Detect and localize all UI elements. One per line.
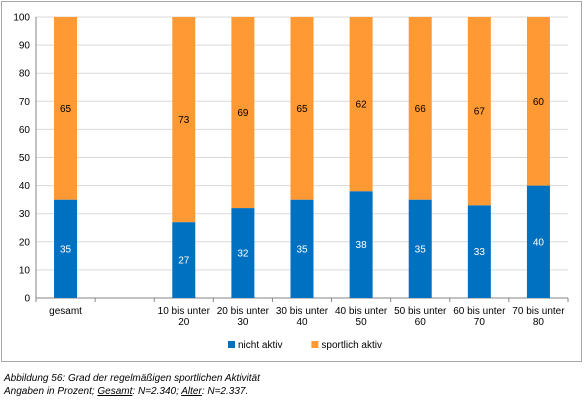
caption-gesamt-label: Gesamt — [97, 386, 133, 397]
data-label: 32 — [237, 249, 249, 260]
x-category-label: 70 — [474, 317, 486, 328]
x-category-label: 60 bis unter — [453, 306, 506, 317]
bar-segment-sportlich-aktiv — [526, 17, 550, 186]
x-category-label: 40 — [296, 317, 308, 328]
data-label: 73 — [178, 115, 190, 126]
data-label: 65 — [60, 104, 72, 115]
data-label: 66 — [415, 104, 427, 115]
x-category-label: 20 — [178, 317, 190, 328]
x-category-label: 60 — [415, 317, 427, 328]
x-category-label: 50 — [356, 317, 368, 328]
y-tick-label: 20 — [19, 237, 31, 248]
x-category-label: 30 — [237, 317, 249, 328]
bar-segment-nicht-aktiv — [467, 205, 491, 298]
bar-segment-nicht-aktiv — [231, 208, 255, 298]
y-tick-label: 10 — [19, 265, 31, 276]
bar-segment-nicht-aktiv — [54, 199, 78, 298]
x-category-label: 20 bis unter — [217, 306, 270, 317]
bar-segment-sportlich-aktiv — [467, 17, 491, 206]
x-category-label: 30 bis unter — [276, 306, 329, 317]
x-category-label: 80 — [533, 317, 545, 328]
data-label: 69 — [237, 108, 249, 119]
bar-segment-sportlich-aktiv — [231, 17, 255, 209]
stacked-bar-chart: 0 10 20 30 40 50 60 70 80 90 100 35 65 27 73 32 69 35 65 38… — [13, 13, 569, 351]
data-label: 35 — [60, 244, 72, 255]
bar-segment-nicht-aktiv — [526, 185, 550, 298]
y-tick-label: 30 — [19, 209, 31, 220]
legend-swatch-nicht-aktiv — [228, 341, 235, 348]
bar-segment-sportlich-aktiv — [54, 17, 78, 200]
legend-label: sportlich aktiv — [321, 340, 382, 351]
data-label: 60 — [533, 97, 545, 108]
bar-segment-nicht-aktiv — [290, 199, 314, 298]
y-tick-label: 0 — [24, 294, 30, 305]
figure-caption-details: Angaben in Prozent; Gesamt: N=2.340; Alt… — [4, 386, 248, 397]
x-category-label: 70 bis unter — [512, 306, 565, 317]
caption-gesamt-value: : N=2.340; — [132, 386, 182, 397]
figure-caption: Abbildung 56: Grad der regelmäßigen spor… — [4, 373, 260, 384]
bar-segment-nicht-aktiv — [349, 191, 373, 298]
data-label: 62 — [356, 100, 368, 111]
y-tick-label: 60 — [19, 125, 31, 136]
bar-segment-sportlich-aktiv — [349, 17, 373, 192]
data-label: 65 — [296, 104, 308, 115]
y-tick-label: 100 — [13, 13, 30, 24]
data-label: 33 — [474, 247, 486, 258]
data-label: 38 — [356, 240, 368, 251]
legend-label: nicht aktiv — [238, 340, 282, 351]
data-label: 35 — [296, 244, 308, 255]
bar-segment-nicht-aktiv — [172, 222, 196, 298]
y-tick-label: 40 — [19, 181, 31, 192]
caption-alter-value: : N=2.337. — [201, 386, 249, 397]
caption-prefix: Angaben in Prozent; — [4, 386, 98, 397]
x-category-label: 10 bis unter — [158, 306, 211, 317]
data-label: 67 — [474, 107, 486, 118]
bar-segment-sportlich-aktiv — [408, 17, 432, 200]
y-tick-label: 70 — [19, 97, 31, 108]
bar-segment-sportlich-aktiv — [172, 17, 196, 223]
x-category-label: gesamt — [49, 306, 82, 317]
y-tick-label: 80 — [19, 69, 31, 80]
caption-alter-label: Alter — [181, 386, 202, 397]
data-label: 40 — [533, 237, 545, 248]
bar-segment-sportlich-aktiv — [290, 17, 314, 200]
data-label: 35 — [415, 244, 427, 255]
y-tick-label: 90 — [19, 41, 31, 52]
y-tick-label: 50 — [19, 153, 31, 164]
chart-frame: 0 10 20 30 40 50 60 70 80 90 100 35 65 27 73 32 69 35 65 38… — [1, 1, 582, 362]
data-label: 27 — [178, 256, 190, 267]
x-category-label: 50 bis unter — [394, 306, 447, 317]
bar-segment-nicht-aktiv — [408, 199, 432, 298]
legend-swatch-sportlich-aktiv — [311, 341, 319, 348]
x-category-label: 40 bis unter — [335, 306, 388, 317]
